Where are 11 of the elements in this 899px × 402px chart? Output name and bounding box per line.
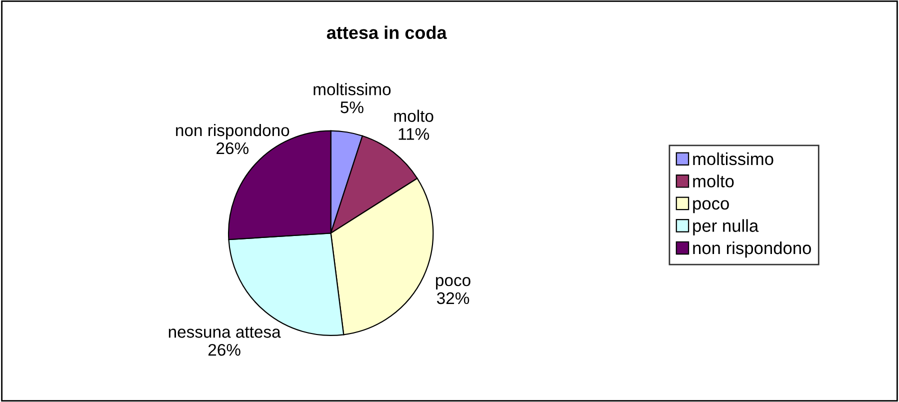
data-label: nessuna attesa 26% [168,326,281,356]
data-label: non rispondono 26% [176,124,290,154]
legend-label: molto [693,174,734,188]
data-label: molto 11% [394,110,434,140]
legend-label: non rispondono [693,241,811,258]
chart-title: attesa in coda [326,26,447,40]
legend-label: per nulla [693,219,759,236]
data-label: moltissimo 5% [314,83,391,114]
legend-label: poco [693,200,729,214]
data-label: poco 32% [436,277,470,304]
legend-label: moltissimo [693,152,774,166]
